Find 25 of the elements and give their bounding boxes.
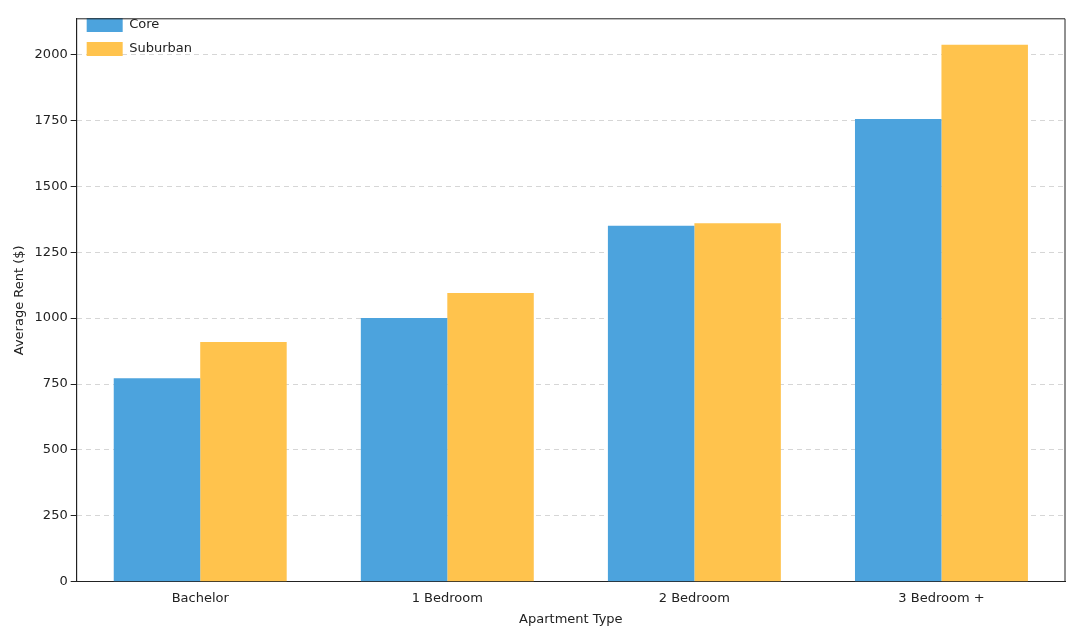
y-tick-label: 1750 — [34, 111, 68, 127]
y-axis-title: Average Rent ($) — [11, 245, 27, 356]
x-tick-label: Bachelor — [171, 589, 230, 605]
legend-label: Core — [129, 16, 160, 32]
bar — [694, 223, 781, 582]
bar — [854, 119, 942, 582]
y-tick-label: 1000 — [34, 309, 68, 325]
bar — [113, 378, 201, 582]
bar — [360, 318, 448, 582]
bar — [447, 293, 534, 582]
y-tick-label: 750 — [42, 375, 68, 391]
x-axis-title: Apartment Type — [519, 610, 623, 626]
legend-label: Suburban — [129, 40, 192, 56]
x-tick-label: 3 Bedroom + — [898, 589, 985, 605]
y-tick-label: 2000 — [34, 45, 68, 61]
y-tick-label: 1500 — [34, 177, 68, 193]
y-tick-label: 0 — [59, 573, 68, 589]
bar — [941, 44, 1028, 582]
x-tick-label: 1 Bedroom — [411, 589, 483, 605]
y-tick-label: 500 — [42, 441, 68, 457]
y-tick-label: 1250 — [34, 243, 68, 259]
y-tick-label: 250 — [42, 507, 68, 523]
bar — [200, 342, 287, 582]
x-tick-label: 2 Bedroom — [658, 589, 730, 605]
bar — [607, 225, 695, 582]
